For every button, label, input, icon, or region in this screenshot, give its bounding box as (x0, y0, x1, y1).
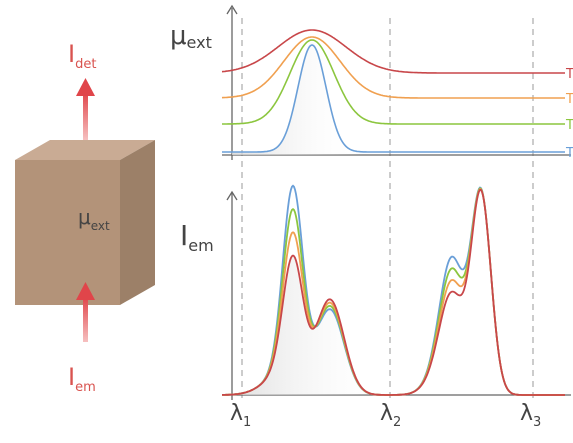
detected-label: Idet (68, 40, 96, 72)
symbol: λ (380, 401, 393, 426)
symbol: I (180, 219, 188, 252)
subscript: ext (187, 33, 212, 52)
wavelength-label: λ2 (380, 401, 401, 430)
curve-label: T (565, 118, 573, 133)
subscript: ext (91, 219, 110, 233)
excitation-label: Iem (68, 363, 96, 395)
subscript: 3 (533, 415, 541, 430)
bottom-y-label: Iem (180, 219, 214, 255)
subscript: 1 (243, 415, 251, 430)
wavelength-lines (241, 18, 534, 400)
subscript: det (75, 57, 96, 72)
subscript: em (75, 380, 96, 395)
detected-arrow (76, 78, 95, 140)
symbol: λ (520, 401, 533, 426)
symbol: μ (170, 21, 187, 51)
curve-label: T (565, 146, 573, 161)
curve-label: T (565, 67, 573, 82)
wavelength-label: λ1 (230, 401, 251, 430)
symbol: I (68, 40, 75, 68)
absorption-curve (221, 36, 565, 99)
top-axes (222, 4, 571, 160)
top-y-label: μext (170, 21, 212, 52)
sample-cube (15, 140, 155, 305)
wavelength-label: λ3 (520, 401, 541, 430)
curve-label: T (565, 92, 573, 107)
absorption-curve (221, 29, 565, 74)
subscript: 2 (393, 415, 401, 430)
symbol: μ (78, 205, 91, 229)
emission-curve (222, 188, 565, 396)
absorption-curve (222, 44, 565, 153)
absorption-curve (222, 39, 565, 125)
cube-label: μext (78, 205, 110, 233)
subscript: em (188, 236, 213, 255)
shade (232, 255, 390, 395)
excitation-arrow (76, 282, 95, 342)
symbol: λ (230, 401, 243, 426)
symbol: I (68, 363, 75, 391)
